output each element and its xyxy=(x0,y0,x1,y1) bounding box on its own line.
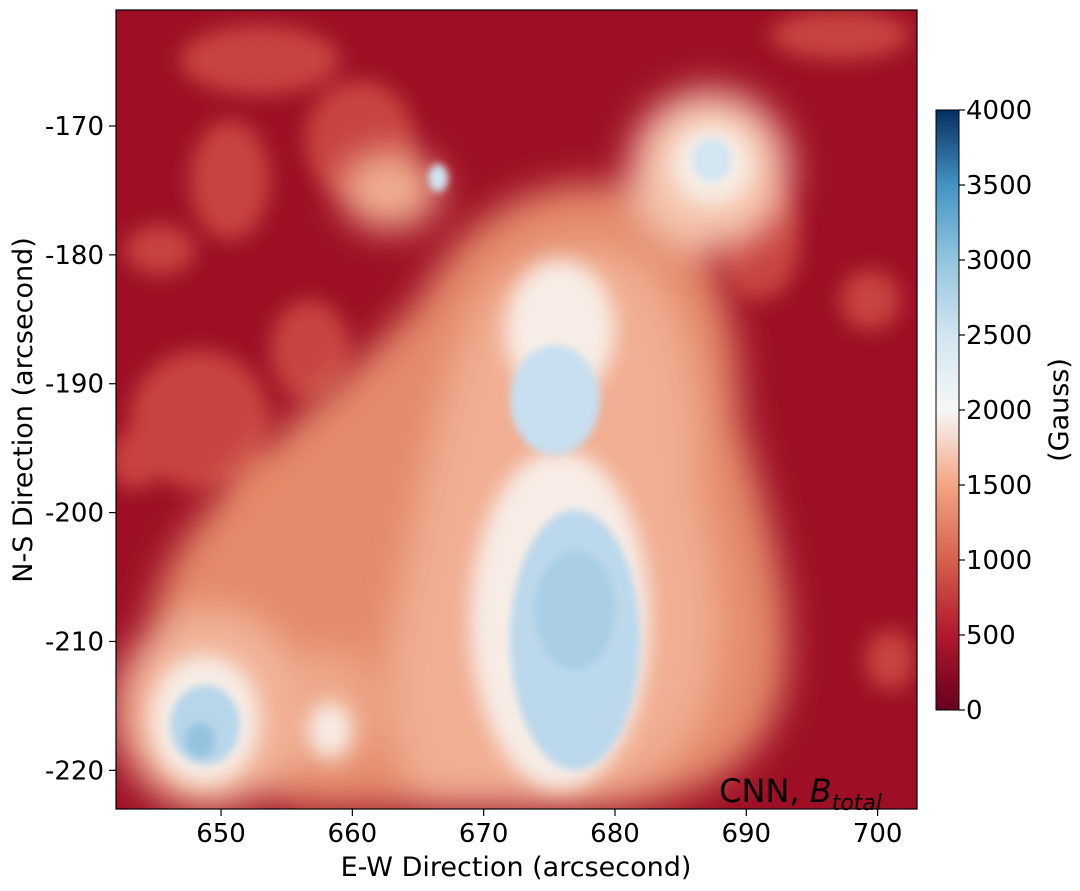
annotation-prefix: CNN, xyxy=(719,772,810,810)
y-tick-label: -170 xyxy=(45,112,104,142)
y-tick-label: -190 xyxy=(45,370,104,400)
x-tick-label: 670 xyxy=(459,819,509,849)
colorbar-tick-label: 1500 xyxy=(966,471,1032,501)
x-tick-label: 660 xyxy=(328,819,378,849)
colorbar-tick-label: 4000 xyxy=(966,96,1032,126)
colorbar-tick-label: 0 xyxy=(966,696,983,726)
colorbar xyxy=(935,109,960,711)
heatmap-image xyxy=(116,10,917,809)
x-tick-label: 690 xyxy=(721,819,771,849)
y-axis-label: N-S Direction (arcsecond) xyxy=(8,237,39,582)
colorbar-tick-label: 3500 xyxy=(966,171,1032,201)
annotation-symbol: B xyxy=(810,772,832,810)
colorbar-tick-label: 1000 xyxy=(966,546,1032,576)
y-tick-label: -180 xyxy=(45,241,104,271)
annotation-subscript: total xyxy=(832,791,882,816)
y-tick-label: -210 xyxy=(45,627,104,657)
umbra-cores xyxy=(170,138,732,770)
colorbar-ticks: 0 500 1000 1500 2000 2500 3000 3500 4000 xyxy=(959,96,1032,726)
x-tick-label: 650 xyxy=(196,819,246,849)
y-axis: -170 -180 -190 -200 -210 -220 xyxy=(45,112,116,786)
colorbar-tick-label: 500 xyxy=(966,621,1016,651)
colorbar-tick-label: 2000 xyxy=(966,396,1032,426)
plot-frame xyxy=(115,9,918,810)
y-tick-label: -200 xyxy=(45,499,104,529)
x-tick-label: 680 xyxy=(590,819,640,849)
model-annotation: CNN, Btotal xyxy=(719,772,882,816)
y-tick-label: -220 xyxy=(45,756,104,786)
x-axis-label: E-W Direction (arcsecond) xyxy=(341,852,692,883)
x-axis: 650 660 670 680 690 700 xyxy=(196,809,902,849)
colorbar-tick-label: 2500 xyxy=(966,321,1032,351)
colorbar-tick-label: 3000 xyxy=(966,246,1032,276)
colorbar-label: (Gauss) xyxy=(1044,358,1075,462)
x-tick-label: 700 xyxy=(853,819,903,849)
